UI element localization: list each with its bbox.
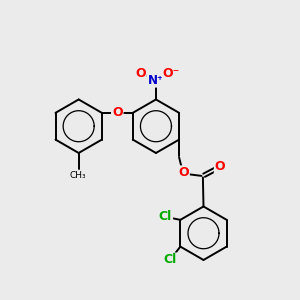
Text: O: O [112,106,123,119]
Text: O: O [215,160,225,173]
Text: Cl: Cl [163,254,177,266]
Text: O: O [178,167,189,179]
Text: O⁻: O⁻ [163,67,180,80]
Text: O: O [135,67,146,80]
Text: N⁺: N⁺ [148,74,164,87]
Text: Cl: Cl [159,210,172,224]
Text: CH₃: CH₃ [70,171,86,180]
